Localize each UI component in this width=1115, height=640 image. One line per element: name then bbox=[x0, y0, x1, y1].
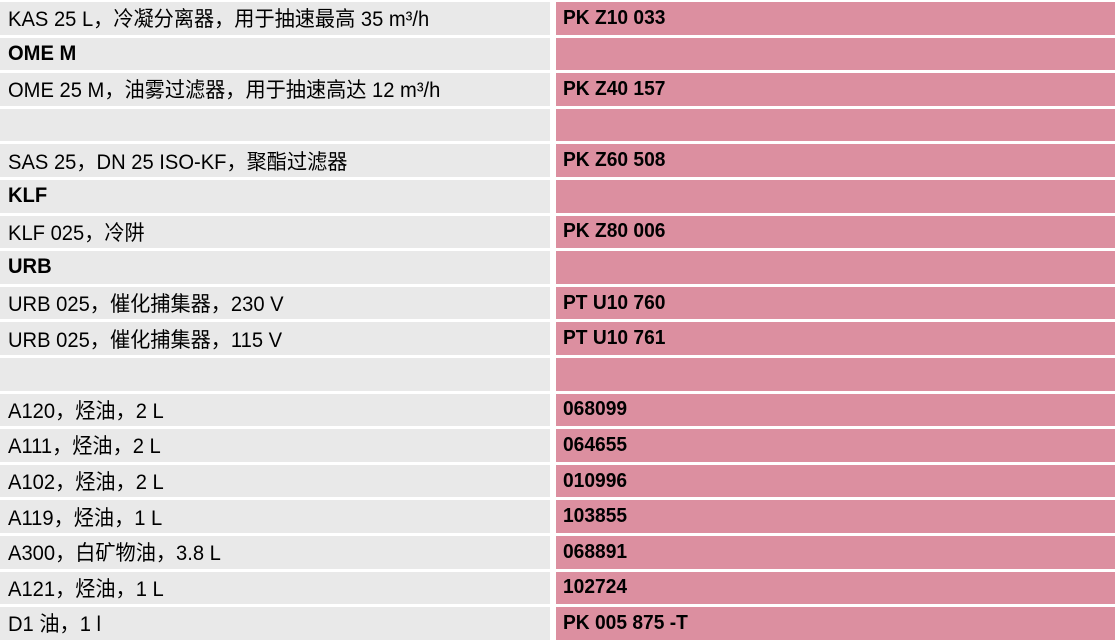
part-number-text: 010996 bbox=[563, 469, 628, 492]
part-number-text: 064655 bbox=[563, 433, 628, 456]
table-row: D1 油，1 l PK 005 875 -T bbox=[0, 607, 1115, 640]
description-cell bbox=[0, 357, 550, 391]
table-row: URB 025，催化捕集器，115 V PT U10 761 bbox=[0, 322, 1115, 355]
description-text: URB 025，催化捕集器，115 V bbox=[8, 328, 283, 352]
part-number-text: 068891 bbox=[563, 540, 628, 563]
description-cell bbox=[0, 108, 550, 142]
description-text: A120，烃油，2 L bbox=[8, 399, 164, 423]
part-number-text: PT U10 761 bbox=[563, 327, 666, 350]
part-number-text: 102724 bbox=[563, 576, 628, 599]
part-number-text: PK 005 875 -T bbox=[563, 611, 688, 634]
description-text: A111，烃油，2 L bbox=[8, 435, 161, 459]
part-number-cell: PK Z10 033 bbox=[556, 2, 1115, 35]
table-row: URB 025，催化捕集器，230 V PT U10 760 bbox=[0, 286, 1115, 320]
description-cell: D1 油，1 l bbox=[0, 607, 550, 640]
description-text: KLF bbox=[8, 184, 48, 208]
table-row: A119，烃油，1 L 103855 bbox=[0, 500, 1115, 533]
part-number-text: PK Z60 508 bbox=[563, 149, 666, 172]
description-text: A119，烃油，1 L bbox=[8, 506, 163, 530]
part-number-cell: 064655 bbox=[556, 429, 1115, 462]
description-cell: A111，烃油，2 L bbox=[0, 429, 550, 462]
part-number-text: PK Z80 006 bbox=[563, 220, 666, 243]
description-cell: A300，白矿物油，3.8 L bbox=[0, 535, 550, 569]
description-text: SAS 25，DN 25 ISO-KF，聚酯过滤器 bbox=[8, 150, 348, 174]
description-cell: KLF 025，冷阱 bbox=[0, 215, 550, 249]
description-cell: A121，烃油，1 L bbox=[0, 571, 550, 605]
part-number-cell: PK Z80 006 bbox=[556, 215, 1115, 249]
part-number-cell: 010996 bbox=[556, 464, 1115, 498]
part-number-cell: 103855 bbox=[556, 500, 1115, 533]
table-row: A120，烃油，2 L 068099 bbox=[0, 393, 1115, 427]
part-number-cell: PK Z40 157 bbox=[556, 73, 1115, 106]
description-text: A121，烃油，1 L bbox=[8, 577, 164, 601]
table-row bbox=[0, 357, 1115, 391]
description-text: A300，白矿物油，3.8 L bbox=[8, 542, 221, 566]
description-text: OME M bbox=[8, 41, 77, 65]
description-text: A102，烃油，2 L bbox=[8, 471, 164, 495]
part-number-cell: PT U10 761 bbox=[556, 322, 1115, 355]
table-row: OME M bbox=[0, 37, 1115, 71]
part-number-cell bbox=[556, 251, 1115, 284]
part-number-cell bbox=[556, 179, 1115, 213]
table-row: A121，烃油，1 L 102724 bbox=[0, 571, 1115, 605]
description-cell: A119，烃油，1 L bbox=[0, 500, 550, 533]
description-text: OME 25 M，油雾过滤器，用于抽速高达 12 m³/h bbox=[8, 79, 441, 103]
part-number-cell: 068891 bbox=[556, 535, 1115, 569]
description-cell: KLF bbox=[0, 179, 550, 213]
part-number-cell: 068099 bbox=[556, 393, 1115, 427]
part-number-text: PK Z10 033 bbox=[563, 6, 666, 29]
table-row: A102，烃油，2 L 010996 bbox=[0, 464, 1115, 498]
table-row: KLF bbox=[0, 179, 1115, 213]
part-number-text: PK Z40 157 bbox=[563, 77, 666, 100]
table-row: KLF 025，冷阱 PK Z80 006 bbox=[0, 215, 1115, 249]
part-number-text: PT U10 760 bbox=[563, 291, 666, 314]
description-cell: SAS 25，DN 25 ISO-KF，聚酯过滤器 bbox=[0, 144, 550, 177]
part-number-text: 068099 bbox=[563, 398, 628, 421]
part-number-cell bbox=[556, 357, 1115, 391]
table-row: KAS 25 L，冷凝分离器，用于抽速最高 35 m³/h PK Z10 033 bbox=[0, 2, 1115, 35]
table-row: OME 25 M，油雾过滤器，用于抽速高达 12 m³/h PK Z40 157 bbox=[0, 73, 1115, 106]
description-cell: URB 025，催化捕集器，230 V bbox=[0, 286, 550, 320]
description-text: URB bbox=[8, 255, 52, 279]
table-row: URB bbox=[0, 251, 1115, 284]
description-cell: OME M bbox=[0, 37, 550, 71]
part-number-cell: PK Z60 508 bbox=[556, 144, 1115, 177]
description-text: D1 油，1 l bbox=[8, 613, 101, 637]
description-cell: KAS 25 L，冷凝分离器，用于抽速最高 35 m³/h bbox=[0, 2, 550, 35]
description-cell: URB bbox=[0, 251, 550, 284]
table-row bbox=[0, 108, 1115, 142]
description-cell: URB 025，催化捕集器，115 V bbox=[0, 322, 550, 355]
description-text: KAS 25 L，冷凝分离器，用于抽速最高 35 m³/h bbox=[8, 8, 430, 32]
description-cell: OME 25 M，油雾过滤器，用于抽速高达 12 m³/h bbox=[0, 73, 550, 106]
part-number-cell: PK 005 875 -T bbox=[556, 607, 1115, 640]
description-text: KLF 025，冷阱 bbox=[8, 221, 145, 245]
description-text: URB 025，催化捕集器，230 V bbox=[8, 293, 284, 317]
description-cell: A120，烃油，2 L bbox=[0, 393, 550, 427]
part-number-cell bbox=[556, 37, 1115, 71]
part-number-cell: 102724 bbox=[556, 571, 1115, 605]
table-row: A111，烃油，2 L 064655 bbox=[0, 429, 1115, 462]
table-row: A300，白矿物油，3.8 L 068891 bbox=[0, 535, 1115, 569]
description-cell: A102，烃油，2 L bbox=[0, 464, 550, 498]
table-row: SAS 25，DN 25 ISO-KF，聚酯过滤器 PK Z60 508 bbox=[0, 144, 1115, 177]
part-number-cell bbox=[556, 108, 1115, 142]
part-number-text: 103855 bbox=[563, 505, 628, 528]
part-number-cell: PT U10 760 bbox=[556, 286, 1115, 320]
